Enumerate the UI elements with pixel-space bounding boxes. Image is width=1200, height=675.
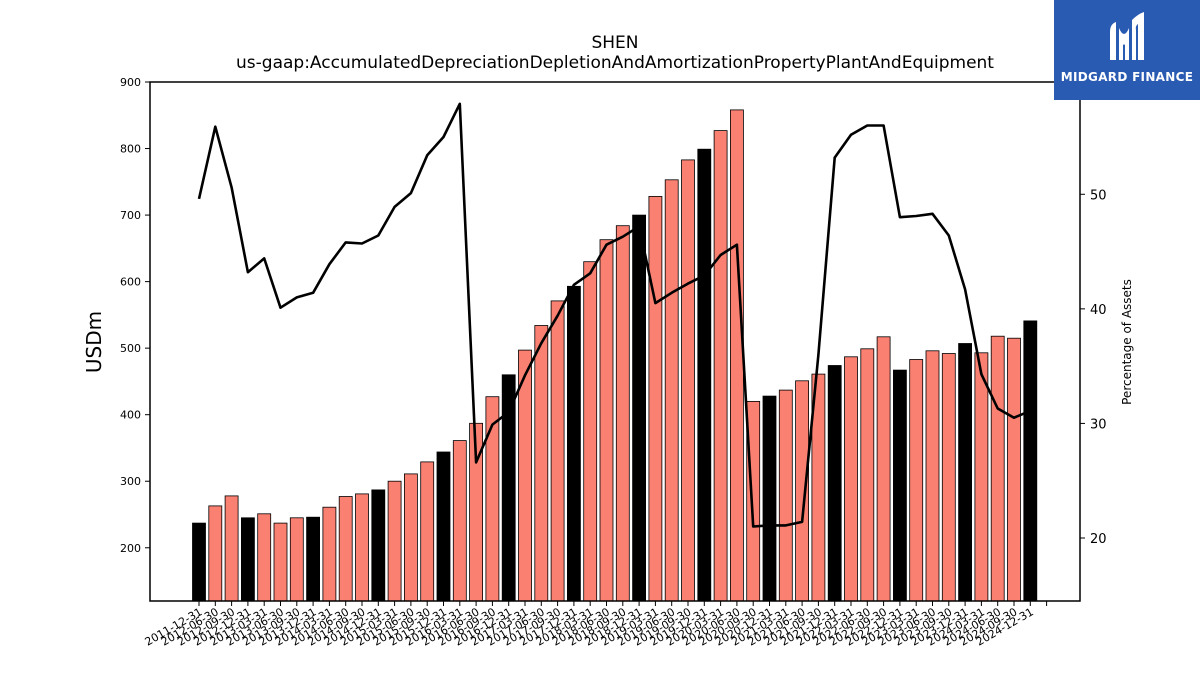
logo: MIDGARD FINANCE bbox=[1054, 0, 1200, 100]
bar bbox=[192, 522, 206, 602]
bar-group bbox=[192, 109, 1038, 602]
chart-title: SHEN bbox=[591, 33, 638, 53]
bar bbox=[876, 336, 891, 602]
bar bbox=[387, 480, 402, 602]
bar bbox=[338, 496, 353, 602]
bar bbox=[974, 352, 989, 602]
bar bbox=[648, 195, 663, 602]
bar bbox=[697, 148, 712, 602]
y2-tick-label: 20 bbox=[1090, 532, 1107, 547]
plot-frame bbox=[149, 81, 1081, 602]
y-tick-label: 400 bbox=[120, 409, 141, 422]
bar bbox=[681, 159, 695, 602]
line-series bbox=[197, 102, 1031, 528]
bar bbox=[208, 505, 223, 602]
y2-tick-label: 40 bbox=[1090, 303, 1107, 318]
y-axis-label: USDm bbox=[82, 311, 106, 373]
bar bbox=[860, 348, 875, 602]
bar bbox=[289, 517, 304, 602]
y2-axis-label: Percentage of Assets bbox=[1120, 279, 1134, 405]
bar bbox=[567, 285, 581, 602]
bar bbox=[958, 343, 972, 602]
bar bbox=[925, 350, 940, 602]
bar bbox=[730, 109, 744, 602]
y-tick-label: 500 bbox=[120, 342, 141, 355]
bar bbox=[941, 353, 956, 602]
bar bbox=[550, 300, 565, 602]
y-tick-label: 700 bbox=[120, 209, 141, 222]
bar bbox=[664, 179, 679, 602]
bar bbox=[452, 440, 467, 602]
bar bbox=[583, 261, 598, 602]
bar bbox=[322, 506, 337, 602]
bar bbox=[893, 369, 907, 602]
bar bbox=[257, 513, 272, 602]
y-tick-label: 200 bbox=[120, 542, 141, 555]
bar bbox=[632, 214, 646, 602]
bar bbox=[844, 356, 858, 602]
y2-axis-ticks: 20 30 40 50 bbox=[1080, 188, 1107, 547]
bar bbox=[599, 239, 614, 602]
midgard-logo-icon bbox=[1110, 12, 1144, 60]
y-tick-label: 900 bbox=[120, 76, 141, 89]
bar bbox=[403, 473, 418, 602]
bar bbox=[615, 225, 630, 602]
bar bbox=[420, 461, 435, 602]
bar bbox=[371, 489, 386, 602]
bar bbox=[990, 335, 1005, 602]
bar bbox=[501, 374, 516, 602]
chart-subtitle: us-gaap:AccumulatedDepreciationDepletion… bbox=[236, 53, 994, 73]
bar bbox=[240, 517, 255, 602]
x-axis-ticks: 2011-12-312012-06-302012-09-302012-12-31… bbox=[143, 601, 1048, 649]
y2-tick-label: 50 bbox=[1090, 188, 1107, 203]
logo-text: MIDGARD FINANCE bbox=[1060, 70, 1194, 84]
y-tick-label: 800 bbox=[120, 143, 141, 156]
y-tick-label: 600 bbox=[120, 276, 141, 289]
bar bbox=[827, 365, 842, 602]
bar bbox=[1007, 337, 1021, 602]
line-group bbox=[197, 102, 1031, 528]
bar bbox=[762, 395, 777, 602]
bar bbox=[1023, 320, 1038, 602]
bar bbox=[534, 325, 549, 602]
bar bbox=[778, 389, 793, 602]
y-tick-label: 300 bbox=[120, 475, 141, 488]
bar bbox=[273, 522, 288, 602]
bar bbox=[355, 493, 369, 602]
bar bbox=[306, 516, 321, 602]
bar bbox=[436, 451, 451, 602]
y-axis-ticks: 200 300 400 500 600 700 800 900 bbox=[120, 76, 150, 555]
bar bbox=[795, 380, 809, 602]
bar bbox=[713, 130, 728, 602]
y2-tick-label: 30 bbox=[1090, 417, 1107, 432]
bar bbox=[909, 359, 924, 602]
bar bbox=[224, 495, 239, 602]
